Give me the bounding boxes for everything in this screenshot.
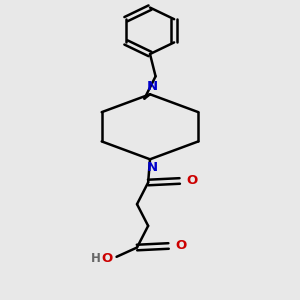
Text: O: O [102,252,113,265]
Text: O: O [186,174,198,187]
Text: O: O [175,239,187,252]
Text: N: N [146,161,158,174]
Text: H: H [91,252,101,265]
Text: N: N [146,80,158,93]
